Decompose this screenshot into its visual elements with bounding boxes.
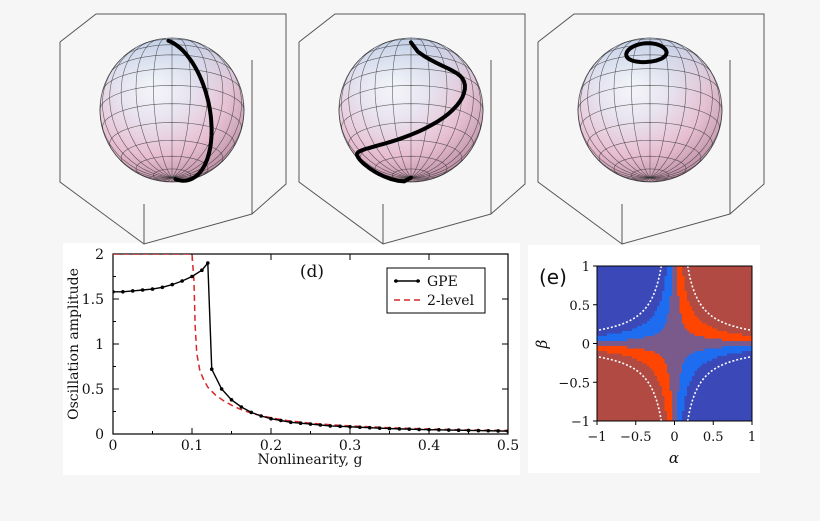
gpe-point xyxy=(328,424,332,428)
y-tick-label: 0.5 xyxy=(82,382,104,398)
y-axis-label: Oscillation amplitude xyxy=(66,268,82,420)
gpe-point xyxy=(477,429,481,433)
gpe-point xyxy=(170,283,174,287)
gpe-point xyxy=(417,428,421,432)
gpe-point xyxy=(161,286,165,290)
gpe-point xyxy=(398,427,402,431)
y-tick-label: −0.5 xyxy=(558,376,590,391)
heatmap-x-label: α xyxy=(669,449,679,467)
heatmap-y-label: β xyxy=(533,339,551,349)
y-tick-label: 1.5 xyxy=(82,292,104,308)
gpe-point xyxy=(131,289,135,293)
gpe-point xyxy=(279,419,283,423)
y-tick-label: −1 xyxy=(571,415,590,430)
gpe-point xyxy=(368,426,372,430)
x-tick-label: 0.5 xyxy=(703,430,724,445)
sphere-c xyxy=(538,14,764,244)
gpe-point xyxy=(319,423,323,427)
x-axis-label: Nonlinearity, g xyxy=(257,452,362,468)
y-tick-label: 0.5 xyxy=(569,299,590,314)
legend-gpe-label: GPE xyxy=(427,274,458,290)
gpe-point xyxy=(447,428,451,432)
panel-e: −1 −0.5 0 0.5 1 −1 −0.5 0 0.5 1 α β (e) xyxy=(528,245,760,473)
x-tick-label: −0.5 xyxy=(620,430,652,445)
gpe-point xyxy=(427,428,431,432)
heatmap xyxy=(597,266,753,422)
gpe-point xyxy=(240,405,244,409)
x-tick-label: 0.4 xyxy=(418,438,440,454)
bloch-spheres xyxy=(60,14,764,244)
y-tick-label: 1 xyxy=(95,337,104,353)
gpe-point xyxy=(348,425,352,429)
gpe-point xyxy=(200,268,204,272)
gpe-point xyxy=(210,367,214,371)
gpe-point xyxy=(121,290,125,294)
gpe-point xyxy=(457,428,461,432)
gpe-point xyxy=(220,387,224,391)
legend-2level-label: 2-level xyxy=(427,293,475,309)
panel-label-d: (d) xyxy=(300,262,324,282)
legend-gpe-marker xyxy=(394,279,398,283)
gpe-point xyxy=(437,428,441,432)
gpe-point xyxy=(190,275,194,279)
x-tick-label: −1 xyxy=(587,430,606,445)
sphere-a xyxy=(60,14,286,244)
gpe-point xyxy=(269,417,273,421)
gpe-point xyxy=(309,422,313,426)
y-tick-label: 0 xyxy=(95,427,104,443)
gpe-point xyxy=(259,414,263,418)
gpe-point xyxy=(289,421,293,425)
y-tick-label: 1 xyxy=(582,260,590,275)
gpe-point xyxy=(358,425,362,429)
legend-gpe-marker xyxy=(416,279,420,283)
gpe-point xyxy=(151,287,155,291)
gpe-point xyxy=(407,427,411,431)
gpe-point xyxy=(299,421,303,425)
gpe-point xyxy=(141,288,145,292)
gpe-point xyxy=(486,429,490,433)
gpe-point xyxy=(206,261,210,265)
gpe-point xyxy=(496,429,500,433)
gpe-point xyxy=(180,279,184,283)
x-tick-label: 0.1 xyxy=(181,438,203,454)
legend: GPE 2-level xyxy=(387,268,485,313)
gpe-point xyxy=(467,429,471,433)
y-tick-label: 0 xyxy=(582,338,590,353)
gpe-point xyxy=(378,426,382,430)
gpe-point xyxy=(388,427,392,431)
x-tick-label: 0 xyxy=(670,430,678,445)
x-tick-label: 1 xyxy=(748,430,756,445)
gpe-point xyxy=(230,398,234,402)
x-tick-label: 0.5 xyxy=(497,438,519,454)
x-tick-label: 0 xyxy=(109,438,118,454)
gpe-point xyxy=(338,425,342,429)
sphere-b xyxy=(299,14,525,244)
panel-label-e: (e) xyxy=(539,265,567,289)
gpe-point xyxy=(249,411,253,415)
y-tick-label: 2 xyxy=(95,247,104,263)
